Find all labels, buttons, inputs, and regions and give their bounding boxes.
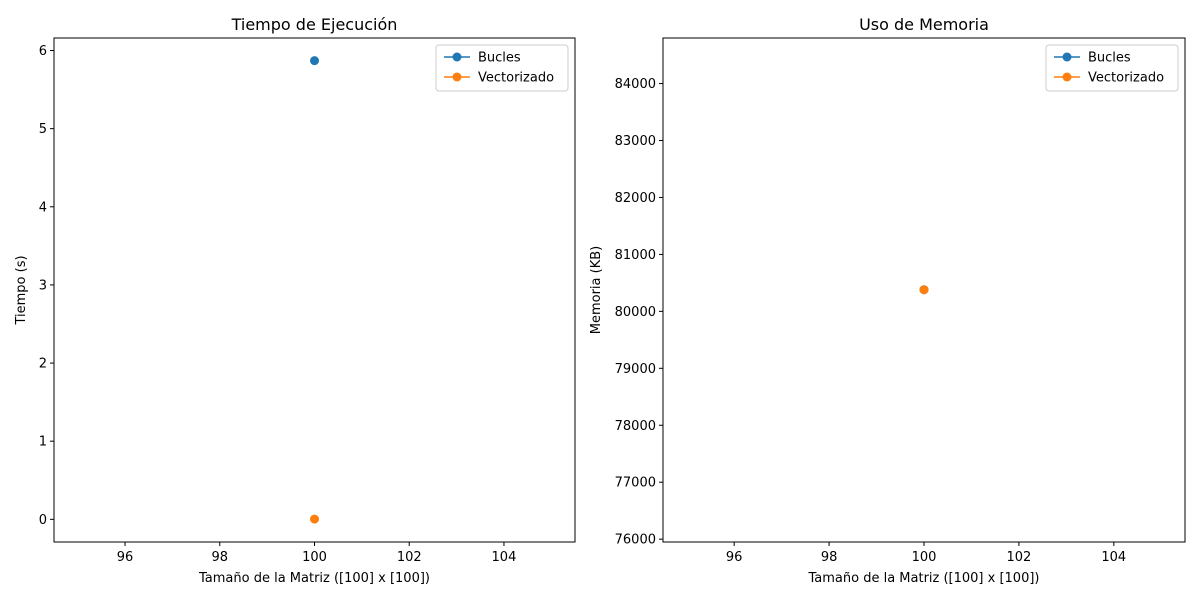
plot-frame bbox=[53, 37, 576, 543]
legend-entry: Vectorizado bbox=[478, 71, 554, 86]
chart-panel-1: Tiempo de Ejecución 96 98 100 102 104 0 1 2 3 4 5 6 T… bbox=[14, 15, 576, 586]
x-tick-label: 98 bbox=[821, 550, 838, 565]
x-tick-label: 100 bbox=[912, 550, 937, 565]
y-tick-label: 83000 bbox=[615, 134, 656, 149]
chart-title: Uso de Memoria bbox=[859, 15, 989, 34]
x-tick-label: 96 bbox=[117, 550, 134, 565]
y-tick-label: 6 bbox=[39, 44, 47, 59]
chart-title: Tiempo de Ejecución bbox=[231, 15, 398, 34]
y-tick-label: 78000 bbox=[615, 419, 656, 434]
chart-panel-2: Uso de Memoria 96 98 100 102 104 76000 77000 780… bbox=[589, 15, 1186, 586]
y-tick-label: 80000 bbox=[615, 305, 656, 320]
y-tick-label: 5 bbox=[39, 122, 47, 137]
y-tick-label: 82000 bbox=[615, 191, 656, 206]
y-tick-label: 84000 bbox=[615, 77, 656, 92]
legend-marker bbox=[452, 72, 462, 82]
y-tick-label: 1 bbox=[39, 435, 47, 450]
y-tick-label: 0 bbox=[39, 513, 47, 528]
x-tick-label: 100 bbox=[302, 550, 327, 565]
x-axis-label: Tamaño de la Matriz ([100] x [100]) bbox=[807, 571, 1039, 586]
x-axis-label: Tamaño de la Matriz ([100] x [100]) bbox=[198, 571, 430, 586]
legend-entry: Vectorizado bbox=[1088, 71, 1164, 86]
y-tick-label: 76000 bbox=[615, 533, 656, 548]
y-tick-label: 2 bbox=[39, 357, 47, 372]
legend-entry: Bucles bbox=[478, 51, 521, 66]
data-point-vectorizado bbox=[310, 514, 319, 524]
legend: Bucles Vectorizado bbox=[1045, 44, 1179, 92]
x-tick-label: 104 bbox=[1101, 550, 1126, 565]
y-tick-label: 77000 bbox=[615, 476, 656, 491]
x-tick-label: 96 bbox=[726, 550, 743, 565]
legend-entry: Bucles bbox=[1088, 51, 1131, 66]
y-tick-label: 79000 bbox=[615, 362, 656, 377]
data-point-vectorizado bbox=[919, 285, 929, 295]
x-tick-label: 102 bbox=[1006, 550, 1031, 565]
y-tick-label: 3 bbox=[39, 278, 47, 293]
y-axis-label: Tiempo (s) bbox=[14, 255, 29, 325]
y-axis-label: Memoria (KB) bbox=[589, 246, 604, 334]
legend: Bucles Vectorizado bbox=[435, 44, 569, 92]
data-point-bucles bbox=[310, 56, 319, 66]
legend-marker bbox=[1062, 72, 1072, 82]
legend-marker bbox=[1062, 52, 1072, 62]
x-tick-label: 104 bbox=[492, 550, 517, 565]
y-tick-label: 81000 bbox=[615, 248, 656, 263]
y-tick-label: 4 bbox=[39, 200, 47, 215]
plot-frame bbox=[662, 37, 1186, 543]
x-tick-label: 98 bbox=[211, 550, 228, 565]
x-tick-label: 102 bbox=[397, 550, 422, 565]
legend-marker bbox=[452, 52, 462, 62]
